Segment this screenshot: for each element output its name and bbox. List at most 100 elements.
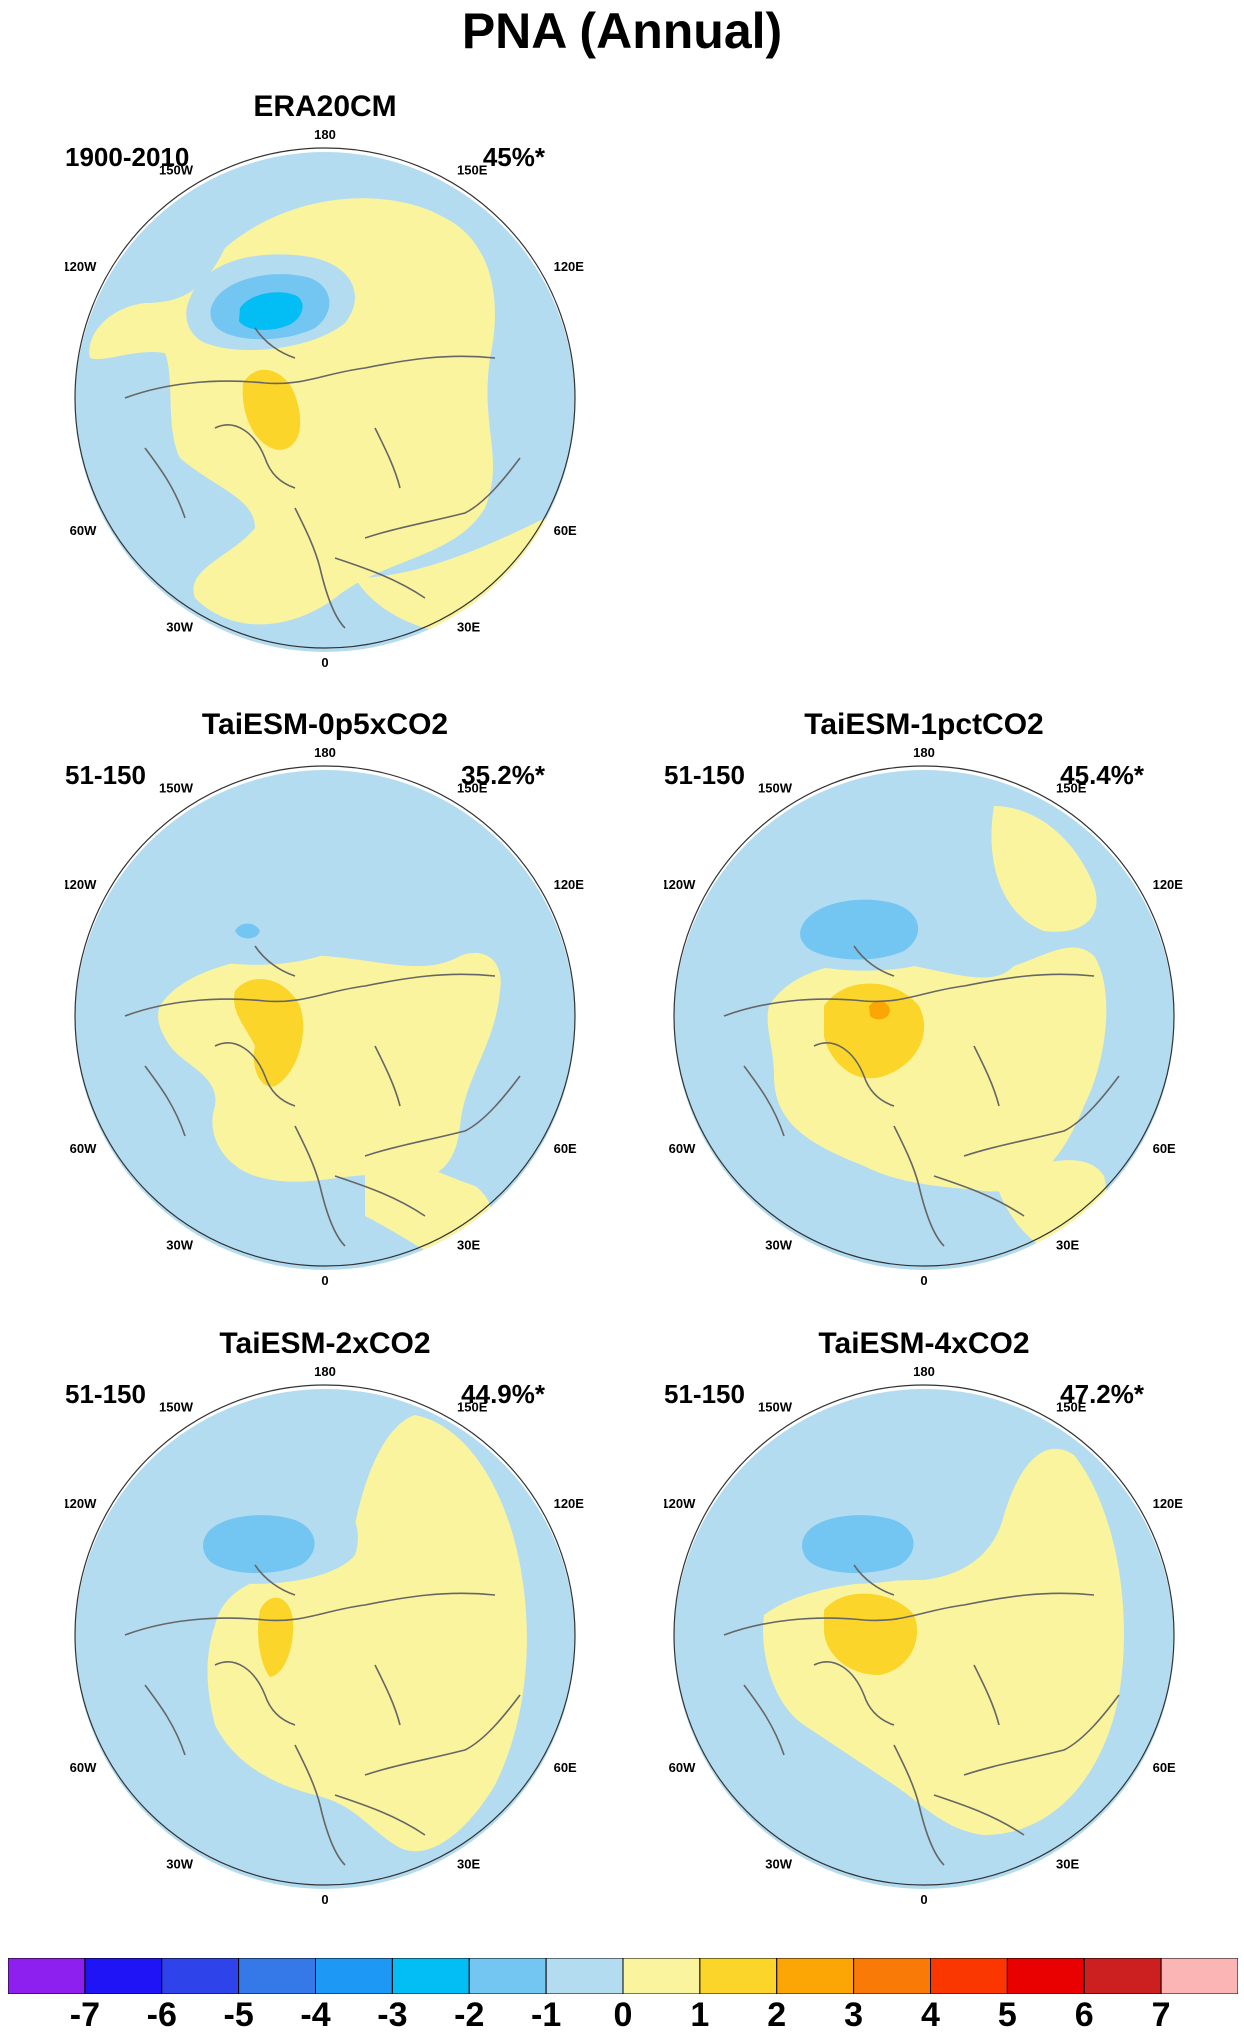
longitude-label: 120E — [554, 1496, 585, 1511]
colorbar-tick-label: -4 — [300, 1996, 331, 2034]
panel-explained-variance: 47.2%* — [1060, 1379, 1144, 1409]
colorbar-swatch — [699, 1958, 778, 1994]
anomaly-contour-region — [235, 923, 260, 939]
coastline — [144, 1684, 186, 1756]
colorbar — [8, 1958, 1238, 1994]
longitude-label: 0 — [321, 1273, 328, 1288]
coastline — [374, 1045, 401, 1107]
coastline — [933, 1794, 1025, 1836]
anomaly-contour-region — [167, 862, 358, 965]
colorbar-tick-label: -3 — [377, 1996, 408, 2034]
longitude-label: 150E — [457, 1399, 488, 1414]
longitude-label: 120W — [664, 877, 696, 892]
colorbar-tick-label: 6 — [1074, 1996, 1094, 2034]
anomaly-contour-region — [824, 983, 925, 1079]
colorbar-swatch — [776, 1958, 855, 1994]
colorbar-tick-label: -6 — [146, 1996, 177, 2034]
coastline — [294, 507, 346, 629]
longitude-label: 150E — [457, 780, 488, 795]
map-border — [74, 765, 576, 1267]
coastline — [214, 1661, 296, 1726]
longitude-label: 120W — [65, 259, 97, 274]
longitude-label: 60E — [554, 523, 577, 538]
figure-title: PNA (Annual) — [461, 3, 783, 59]
coastline — [214, 1042, 296, 1107]
coastline — [853, 945, 895, 977]
longitude-label: 150W — [159, 780, 194, 795]
colorbar-tick-label: -1 — [531, 1996, 562, 2034]
longitude-label: 60W — [70, 523, 97, 538]
anomaly-contour-region — [203, 1515, 315, 1574]
coastline — [813, 1661, 895, 1726]
coastline — [723, 1592, 1095, 1636]
colorbar-tick-label: -5 — [223, 1996, 254, 2034]
colorbar-tick-label: 3 — [844, 1996, 864, 2034]
coastline — [364, 1694, 521, 1776]
longitude-label: 150W — [758, 780, 793, 795]
coastline — [334, 557, 426, 599]
panel-period: 51-150 — [664, 1379, 745, 1409]
colorbar-tick-label: 2 — [767, 1996, 787, 2034]
coastline — [124, 973, 496, 1017]
longitude-label: 30E — [1056, 1857, 1079, 1872]
colorbar-swatch — [1160, 1958, 1238, 1994]
panel-explained-variance: 44.9%* — [461, 1379, 545, 1409]
coastline — [364, 1075, 521, 1157]
colorbar-swatch — [1083, 1958, 1162, 1994]
anomaly-contour-region — [869, 1001, 890, 1020]
coastline — [144, 1065, 186, 1137]
coastline — [294, 1744, 346, 1866]
longitude-label: 180 — [913, 1364, 935, 1379]
coastline — [813, 1042, 895, 1107]
longitude-label: 30W — [166, 1857, 193, 1872]
map-panel-taiesm-4xco2: TaiESM-4xCO2 51-150 47.2%* 180150E120E90… — [664, 1327, 1184, 1947]
coastline — [973, 1664, 1000, 1726]
map-border — [74, 147, 576, 649]
coastline — [893, 1125, 945, 1247]
colorbar-swatch — [315, 1958, 393, 1994]
panel-period: 51-150 — [664, 760, 745, 790]
coastline — [124, 355, 496, 399]
longitude-label: 60E — [1153, 1760, 1176, 1775]
coastline — [124, 1592, 496, 1636]
coastline — [853, 1564, 895, 1596]
coastline — [723, 973, 1095, 1017]
coastline — [214, 424, 296, 489]
panel-title: TaiESM-0p5xCO2 — [201, 708, 449, 741]
longitude-label: 30W — [765, 1238, 792, 1253]
panel-period: 51-150 — [65, 760, 146, 790]
longitude-label: 60E — [1153, 1141, 1176, 1156]
longitude-label: 150E — [1056, 1399, 1087, 1414]
longitude-label: 0 — [321, 1892, 328, 1907]
longitude-label: 30E — [457, 1238, 480, 1253]
colorbar-tick-label: 7 — [1151, 1996, 1171, 2034]
coastline — [374, 427, 401, 489]
coastline — [334, 1175, 426, 1217]
panel-title: TaiESM-4xCO2 — [818, 1327, 1030, 1360]
map-panel-taiesm-2xco2: TaiESM-2xCO2 51-150 44.9%* 180150E120E90… — [65, 1327, 585, 1947]
polar-map: 180150E120E90E60E30E030W60W90W120W150W — [65, 745, 585, 1288]
polar-map: 180150E120E90E60E30E030W60W90W120W150W — [664, 745, 1183, 1288]
longitude-label: 180 — [913, 745, 935, 760]
coastline — [743, 1684, 785, 1756]
longitude-label: 120E — [554, 877, 585, 892]
panel-explained-variance: 45.4%* — [1060, 760, 1144, 790]
map-border — [74, 1384, 576, 1886]
polar-map: 180150E120E90E60E30E030W60W90W120W150W — [65, 1364, 585, 1907]
coastline — [294, 1125, 346, 1247]
colorbar-swatch — [161, 1958, 240, 1994]
panel-title: ERA20CM — [253, 90, 397, 123]
colorbar-swatch — [468, 1958, 547, 1994]
colorbar-tick-label: 0 — [613, 1996, 633, 2034]
coastline — [374, 1664, 401, 1726]
longitude-label: 150E — [1056, 780, 1087, 795]
coastline — [254, 945, 296, 977]
map-panel-era20cm: ERA20CM 1900-2010 45%* 180150E120E90E60E… — [65, 90, 585, 710]
longitude-label: 60E — [554, 1141, 577, 1156]
anomaly-contour-region — [824, 1593, 918, 1675]
longitude-label: 0 — [920, 1892, 927, 1907]
colorbar-swatch — [238, 1958, 317, 1994]
coastline — [144, 447, 186, 519]
coastline — [254, 1564, 296, 1596]
longitude-label: 150W — [758, 1399, 793, 1414]
